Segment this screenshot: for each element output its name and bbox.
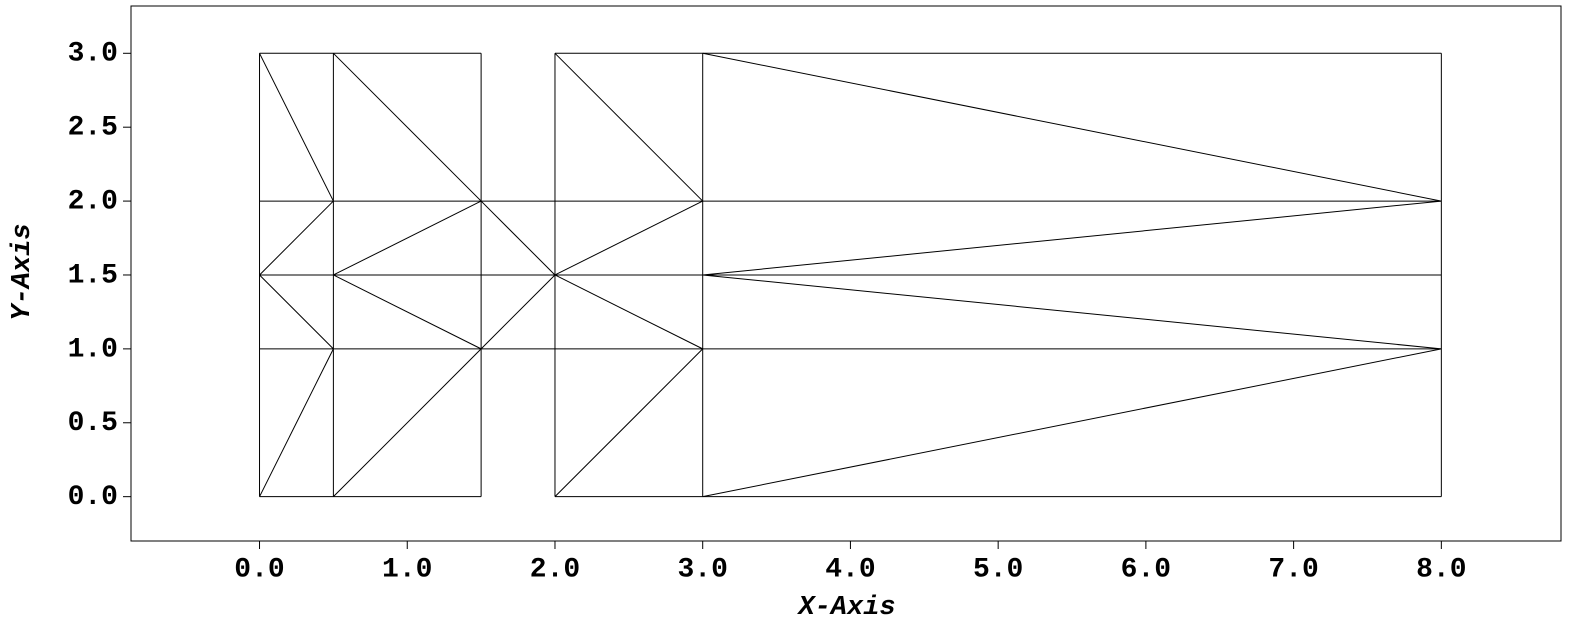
mesh-edge (702, 274, 1442, 350)
y-tick-label: 1.0 (68, 334, 118, 365)
mesh-edge (554, 52, 704, 202)
y-tick-label: 0.0 (68, 482, 118, 513)
mesh-edge (554, 274, 703, 350)
mesh-edge (333, 52, 482, 202)
x-tick-label: 7.0 (1268, 554, 1318, 585)
mesh-edge (259, 274, 334, 350)
mesh-edge (554, 348, 704, 498)
x-tick-label: 0.0 (234, 554, 284, 585)
mesh-edge (702, 200, 1442, 276)
mesh-edge (259, 53, 334, 202)
y-tick-label: 1.5 (68, 260, 118, 291)
plot-frame (130, 5, 1562, 542)
x-tick-label: 6.0 (1121, 554, 1171, 585)
x-tick-label: 1.0 (382, 554, 432, 585)
x-tick-label: 4.0 (825, 554, 875, 585)
x-tick-label: 5.0 (973, 554, 1023, 585)
mesh-edge (702, 348, 1442, 498)
y-tick-label: 3.0 (68, 39, 118, 70)
mesh-edge (480, 200, 556, 276)
x-axis-title: X-Axis (796, 593, 895, 623)
mesh-edge (480, 274, 556, 350)
mesh-edge (702, 52, 1442, 202)
mesh-edge (554, 200, 703, 276)
y-tick-label: 0.5 (68, 408, 118, 439)
mesh-edge (333, 348, 482, 498)
y-tick-label: 2.0 (68, 186, 118, 217)
y-axis-title: Y-Axis (8, 223, 38, 320)
x-tick-label: 2.0 (530, 554, 580, 585)
y-tick-label: 2.5 (68, 113, 118, 144)
mesh-edge (333, 200, 482, 276)
mesh-edge (259, 348, 334, 497)
x-tick-label: 8.0 (1416, 554, 1466, 585)
mesh-edge (333, 274, 482, 350)
mesh-edge (259, 200, 334, 276)
x-tick-label: 3.0 (677, 554, 727, 585)
